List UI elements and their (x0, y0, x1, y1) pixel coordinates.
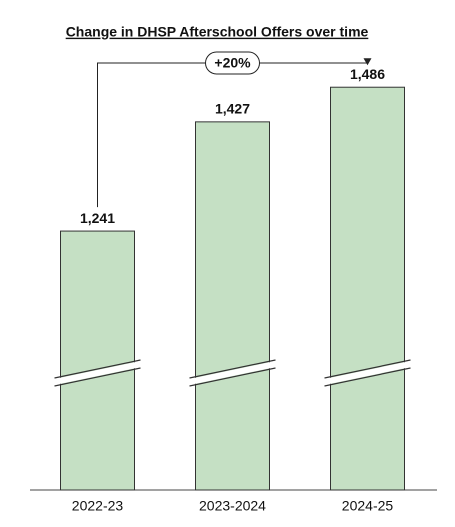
axis-break (189, 359, 276, 379)
axis-break (189, 367, 276, 387)
bar (60, 230, 135, 491)
bar (195, 121, 270, 491)
annotation: +20% (214, 55, 251, 71)
axis-break-gap (189, 361, 276, 385)
value-label: 1,427 (215, 101, 250, 117)
x-tick-label: 2022-23 (72, 498, 124, 514)
x-tick-label: 2023-2024 (199, 498, 266, 514)
annotation-arrow (363, 58, 372, 66)
axis-break-gap (324, 361, 411, 385)
axis-break-gap (54, 361, 141, 385)
value-label: 1,486 (350, 66, 385, 82)
x-tick-label: 2024-25 (342, 498, 394, 514)
annotation-box (205, 51, 260, 75)
value-label: 1,241 (80, 210, 115, 226)
axis-break (54, 367, 141, 387)
chart-title: Change in DHSP Afterschool Offers over t… (66, 24, 369, 40)
axis-break (54, 359, 141, 379)
axis-break (324, 367, 411, 387)
bar (330, 86, 405, 491)
axis-break (324, 359, 411, 379)
